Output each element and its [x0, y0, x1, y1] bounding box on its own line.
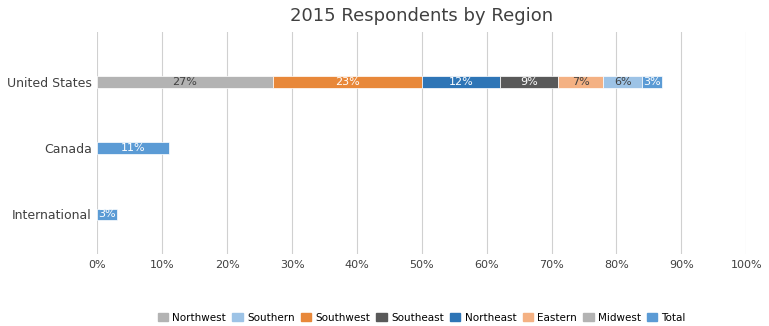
Title: 2015 Respondents by Region: 2015 Respondents by Region	[290, 7, 554, 25]
Text: 6%: 6%	[614, 77, 632, 87]
Legend: Northwest, Southern, Southwest, Southeast, Northeast, Eastern, Midwest, Total: Northwest, Southern, Southwest, Southeas…	[154, 308, 690, 326]
Bar	[604, 76, 642, 88]
Text: 11%: 11%	[121, 143, 145, 153]
Text: 3%: 3%	[98, 210, 116, 219]
Text: 23%: 23%	[335, 77, 360, 87]
Bar	[422, 76, 500, 88]
Bar	[642, 76, 662, 88]
Text: 3%: 3%	[644, 77, 661, 87]
Text: 27%: 27%	[172, 77, 198, 87]
Text: 7%: 7%	[572, 77, 590, 87]
Bar	[558, 76, 604, 88]
Bar	[272, 76, 422, 88]
Text: 9%: 9%	[520, 77, 538, 87]
Bar	[98, 209, 117, 220]
Text: 12%: 12%	[448, 77, 473, 87]
Bar	[98, 76, 272, 88]
Bar	[500, 76, 558, 88]
Bar	[98, 142, 168, 154]
